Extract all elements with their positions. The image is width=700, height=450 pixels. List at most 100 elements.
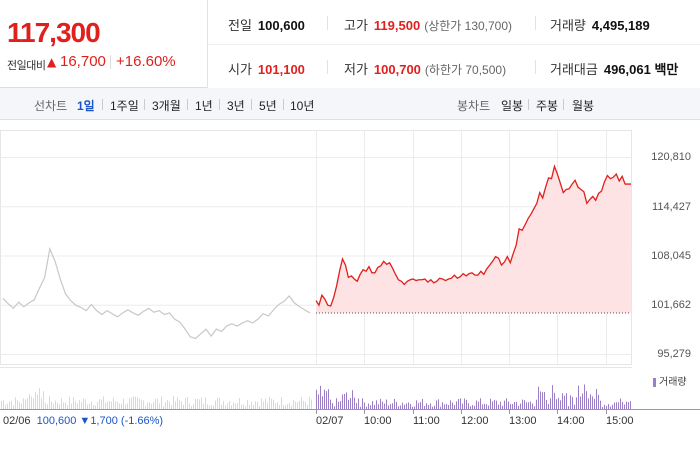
volume-bar	[512, 403, 513, 409]
volume-bar	[580, 396, 581, 409]
volume-bar	[336, 398, 337, 409]
volume-bar	[261, 398, 262, 409]
volume-bar	[534, 406, 535, 409]
volume-bar	[586, 391, 587, 409]
volume-bar	[408, 402, 409, 409]
volume-bar	[602, 406, 603, 409]
volume-bar	[498, 404, 499, 409]
tab-10y[interactable]: 10년	[290, 99, 315, 113]
volume-bar	[346, 392, 347, 409]
volume-bar	[5, 404, 6, 409]
divider	[327, 16, 328, 30]
volume-bar	[540, 391, 541, 409]
volume-bar	[630, 401, 631, 409]
divider	[208, 44, 700, 45]
volume-bar	[438, 399, 439, 409]
volume-bar	[388, 405, 389, 409]
volume-bar	[179, 400, 180, 409]
stat-label: 시가	[228, 62, 252, 77]
volume-bar	[205, 397, 206, 409]
volume-bar	[187, 397, 188, 409]
chart-period-tabs: 선차트 1일 1주일 3개월 1년 3년 5년 10년 봉차트 일봉 주봉 월봉	[0, 88, 700, 120]
volume-bar	[598, 394, 599, 409]
volume-bar	[69, 396, 70, 409]
volume-bar	[626, 401, 627, 409]
volume-bar	[73, 397, 74, 409]
volume-bar	[412, 406, 413, 409]
volume-bar	[590, 394, 591, 409]
volume-bar	[546, 399, 547, 409]
volume-bar	[594, 398, 595, 409]
volume-bar	[568, 406, 569, 409]
volume-bar	[328, 389, 329, 409]
tab-3m[interactable]: 3개월	[152, 99, 181, 113]
volume-bar	[338, 402, 339, 409]
volume-bar	[183, 404, 184, 409]
stat-value: 496,061 백만	[603, 62, 679, 77]
lower-limit: (하한가 70,500)	[424, 63, 507, 77]
volume-bar	[57, 402, 58, 409]
volume-bar	[129, 398, 130, 409]
volume-bar	[612, 404, 613, 409]
volume-bar	[552, 385, 553, 409]
tab-1d[interactable]: 1일	[77, 99, 95, 113]
tab-3y[interactable]: 3년	[227, 99, 245, 113]
x-tick-label: 02/07	[316, 415, 344, 427]
volume-bar	[149, 402, 150, 409]
volume-bar	[91, 401, 92, 409]
volume-bar	[456, 401, 457, 409]
tab-1y[interactable]: 1년	[195, 99, 213, 113]
volume-bar	[382, 401, 383, 409]
volume-bar	[27, 398, 28, 409]
volume-bar	[25, 399, 26, 409]
volume-bar	[229, 401, 230, 409]
volume-bar	[452, 402, 453, 409]
volume-bar	[135, 396, 136, 409]
volume-bar	[75, 401, 76, 409]
volume-bar	[203, 403, 204, 409]
volume-bar	[295, 401, 296, 409]
volume-bar	[442, 402, 443, 409]
volume-bar	[291, 405, 292, 409]
volume-bar	[65, 402, 66, 409]
volume-bar	[394, 398, 395, 409]
tab-monthly[interactable]: 월봉	[572, 99, 595, 113]
volume-bar	[219, 397, 220, 409]
volume-bar	[105, 402, 106, 409]
volume-legend-label: 거래량	[659, 377, 687, 388]
volume-bar	[137, 397, 138, 409]
x-tick-label: 15:00	[606, 415, 634, 427]
volume-bar	[624, 404, 625, 409]
volume-bar	[303, 400, 304, 409]
volume-bar	[542, 392, 543, 409]
volume-bar	[584, 384, 585, 409]
volume-bar	[111, 401, 112, 409]
volume-bar	[53, 403, 54, 409]
volume-bar	[510, 403, 511, 409]
volume-bar	[358, 398, 359, 409]
volume-bar	[35, 392, 36, 409]
volume-bar	[171, 405, 172, 409]
tab-1w[interactable]: 1주일	[110, 99, 139, 113]
volume-bar	[29, 394, 30, 409]
volume-bar	[59, 404, 60, 409]
divider	[219, 99, 220, 110]
volume-bar	[432, 406, 433, 409]
volume-bar	[247, 399, 248, 409]
volume-bar	[372, 401, 373, 409]
volume-bar	[77, 403, 78, 409]
volume-bar	[506, 398, 507, 409]
volume-bar	[235, 403, 236, 409]
volume-bar	[578, 385, 579, 409]
price-box: 117,300 전일대비 ▲ 16,700 +16.60%	[0, 0, 208, 88]
prev-day-info: 02/06 100,600 ▼1,700 (-1.66%)	[3, 415, 163, 427]
volume-bar	[340, 401, 341, 409]
volume-bar	[305, 401, 306, 409]
divider	[144, 99, 145, 110]
tab-5y[interactable]: 5년	[259, 99, 277, 113]
tab-daily[interactable]: 일봉	[501, 99, 524, 113]
volume-bar	[241, 404, 242, 409]
volume-bar	[155, 399, 156, 409]
volume-bar	[418, 402, 419, 409]
tab-weekly[interactable]: 주봉	[536, 99, 559, 113]
